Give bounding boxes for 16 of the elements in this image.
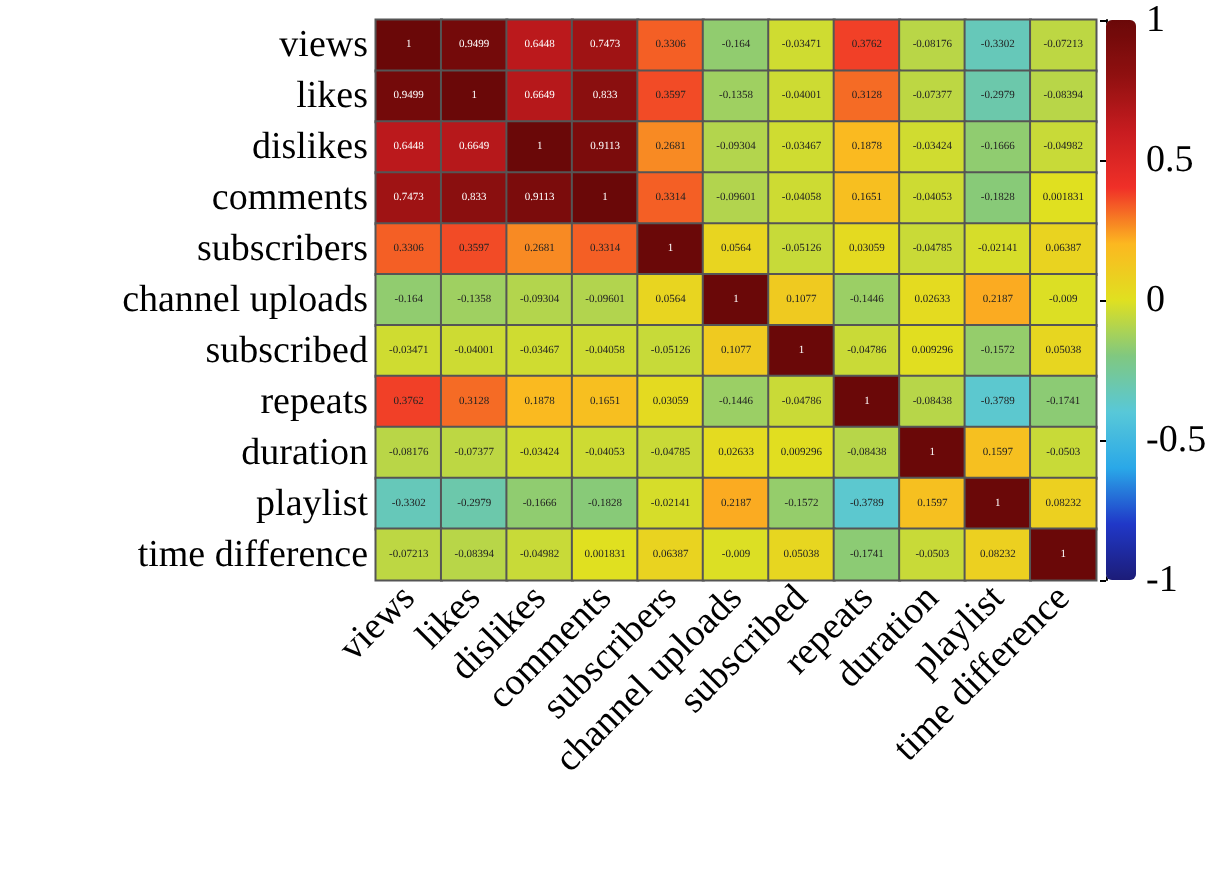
y-tick-label: playlist	[256, 482, 370, 525]
y-tick-label: dislikes	[251, 126, 368, 169]
color-bar-label: -0.5	[1146, 419, 1207, 461]
y-tick-label: time difference	[137, 533, 368, 576]
y-tick-label: likes	[296, 75, 368, 118]
y-tick-label: subscribed	[205, 329, 369, 372]
y-tick-label: views	[279, 24, 368, 67]
y-tick-label: subscribers	[197, 228, 368, 271]
color-bar-label: 1	[1146, 0, 1165, 41]
y-tick-label: channel uploads	[122, 279, 368, 321]
color-bar-label: 0.5	[1146, 139, 1194, 181]
y-tick-label: repeats	[260, 380, 368, 423]
color-bar-label: 0	[1146, 279, 1165, 321]
y-tick-label: comments	[211, 177, 368, 220]
color-bar-label: -1	[1146, 559, 1178, 601]
y-tick-label: duration	[241, 431, 369, 474]
